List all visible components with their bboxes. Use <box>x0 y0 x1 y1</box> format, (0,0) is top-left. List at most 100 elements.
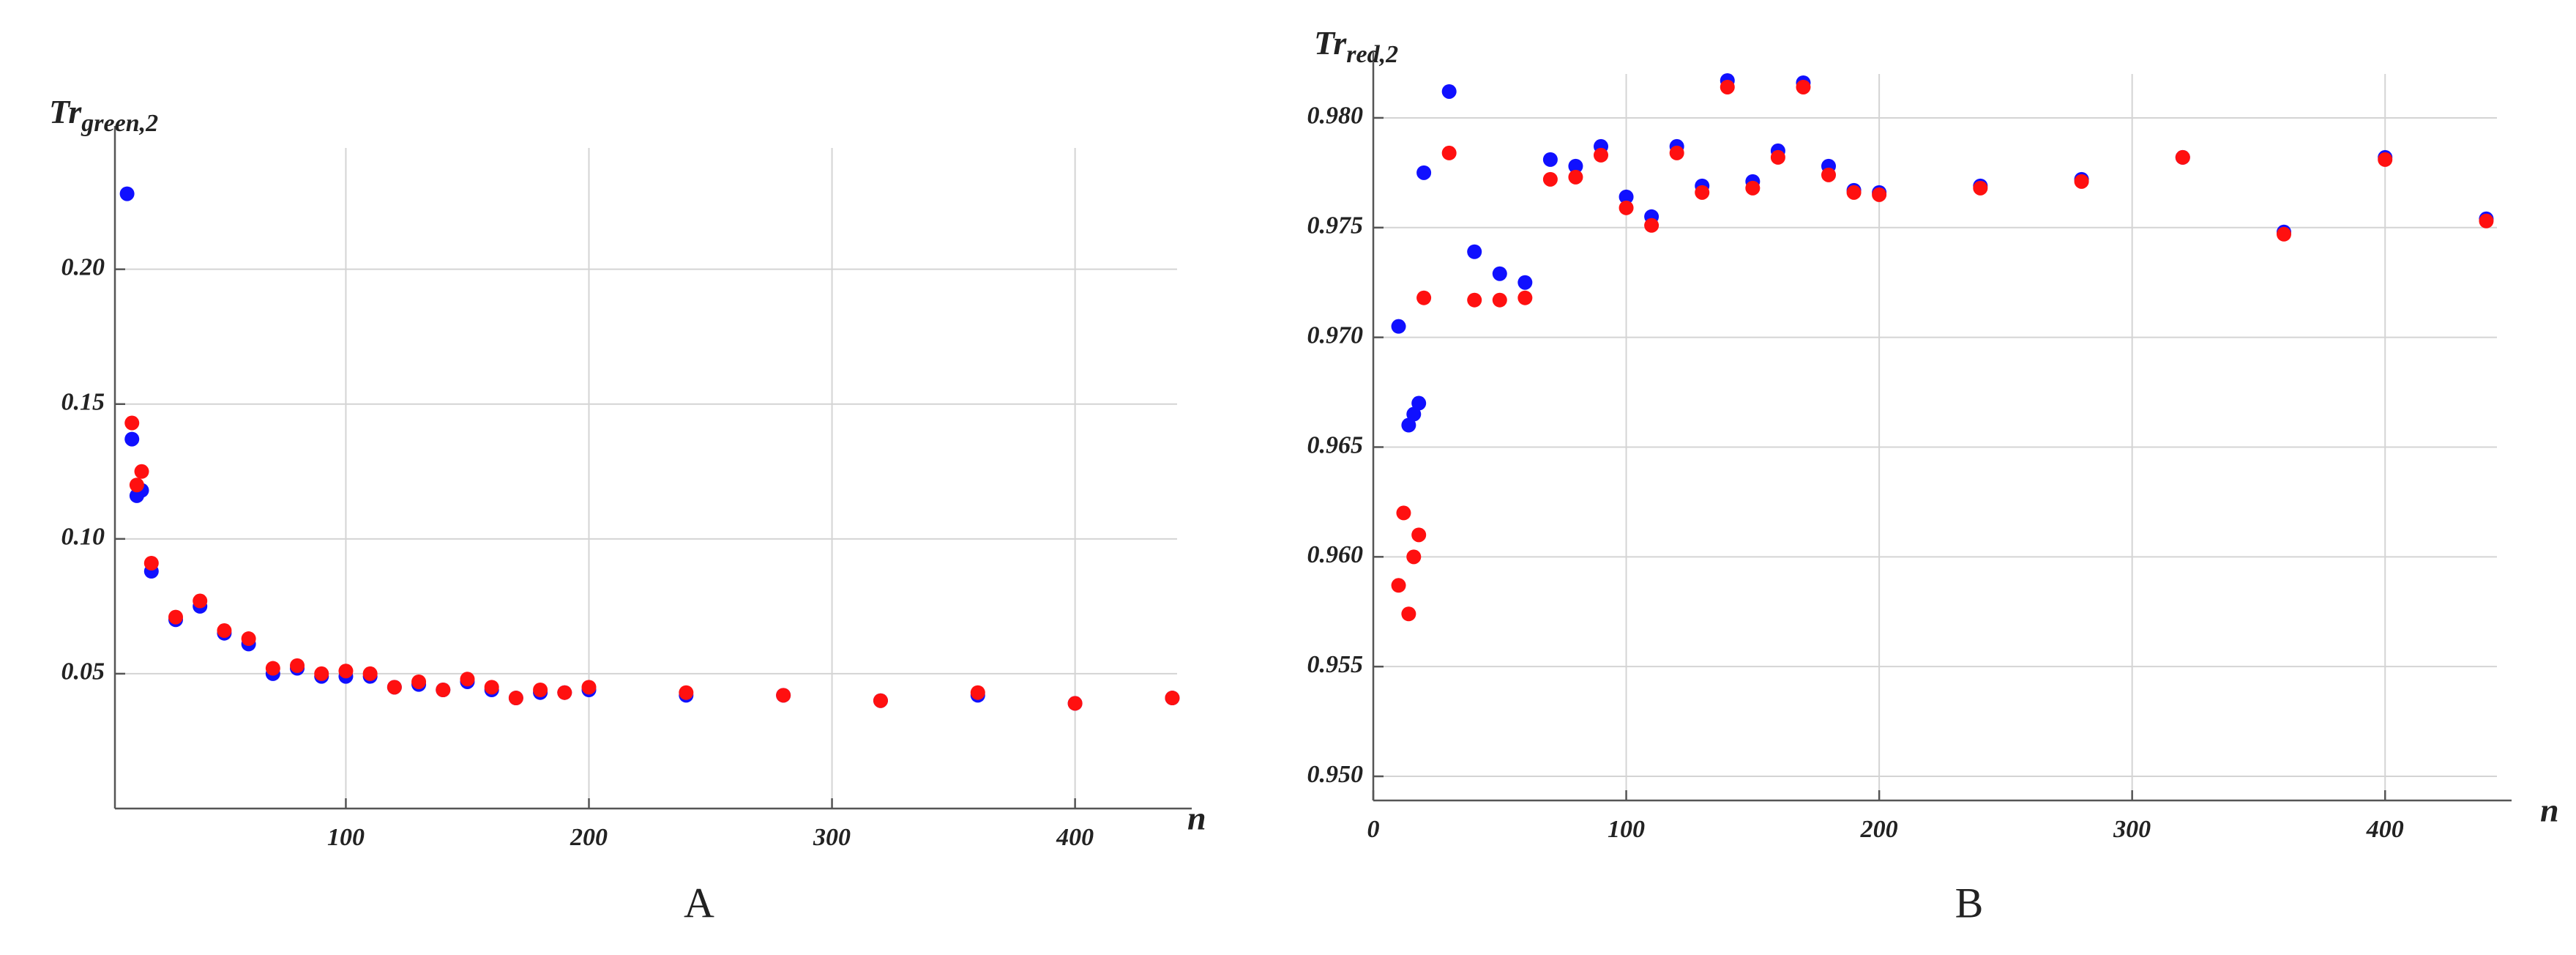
data-point <box>1695 185 1710 200</box>
data-point <box>1846 185 1862 200</box>
data-point <box>1492 292 1507 308</box>
data-point <box>970 685 985 700</box>
data-point <box>2479 213 2494 228</box>
data-point <box>2378 152 2393 167</box>
data-point <box>1619 200 1634 215</box>
data-point <box>1872 187 1887 202</box>
data-point <box>1165 691 1180 706</box>
data-point <box>290 658 305 673</box>
x-tick-label: 200 <box>570 824 608 851</box>
chart-panel: 0.950 0.955 0.960 0.965 0.970 0.975 0.980 0 100 2… <box>1307 24 2559 927</box>
data-point <box>1391 578 1406 593</box>
data-point <box>1401 417 1416 433</box>
data-point <box>1391 319 1406 334</box>
data-point <box>1745 180 1761 196</box>
x-tick-label: 200 <box>1860 816 1898 843</box>
data-point <box>1619 189 1634 204</box>
y-axis-label: Trgreen,2 <box>49 93 158 137</box>
data-point <box>1517 290 1533 305</box>
y-axis-label: Trred,2 <box>1314 24 1398 68</box>
data-point <box>1416 165 1432 180</box>
data-point <box>241 631 256 647</box>
data-point <box>143 555 159 571</box>
y-tick-label: 0.10 <box>61 524 105 551</box>
panel-label: B <box>1955 879 1984 926</box>
x-tick-label: 100 <box>1608 816 1645 843</box>
y-tick-label: 0.20 <box>61 253 105 280</box>
y-axis-label-main: Tr <box>1314 24 1347 62</box>
data-point <box>314 666 329 681</box>
data-point <box>338 664 354 679</box>
data-point <box>134 464 149 479</box>
chart-panel: 0.05 0.10 0.15 0.20 100 200 300 400 Trgreen,2 n A <box>49 93 1206 927</box>
data-point <box>581 680 597 695</box>
data-point <box>1406 406 1422 422</box>
y-tick-label: 0.05 <box>61 658 105 685</box>
data-point <box>1568 169 1583 185</box>
y-axis-label-main: Tr <box>49 93 82 130</box>
y-tick-label: 0.960 <box>1307 541 1364 568</box>
data-point <box>1568 158 1583 174</box>
x-tick-label: 300 <box>2113 816 2151 843</box>
data-point <box>1517 275 1533 290</box>
y-tick-label: 0.980 <box>1307 103 1364 130</box>
data-point <box>1396 505 1411 521</box>
x-tick-label: 0 <box>1367 816 1380 843</box>
data-point <box>460 672 475 687</box>
data-point <box>1669 145 1684 160</box>
data-point <box>436 683 451 698</box>
data-point <box>1441 83 1457 99</box>
panel-label: A <box>684 879 714 926</box>
y-tick-label: 0.950 <box>1307 761 1364 788</box>
data-point <box>1467 244 1482 259</box>
data-point <box>557 685 572 700</box>
data-point <box>2277 226 2291 242</box>
data-point <box>1973 180 1988 196</box>
data-point <box>411 674 427 689</box>
data-point <box>1796 79 1811 94</box>
y-axis-label-sub: green,2 <box>81 110 158 137</box>
data-point <box>1401 606 1416 622</box>
data-point <box>1542 152 1558 167</box>
x-tick-label: 400 <box>2366 816 2404 843</box>
y-tick-label: 0.15 <box>61 389 105 416</box>
x-tick-label: 300 <box>813 824 851 851</box>
data-point <box>1411 527 1427 543</box>
data-point <box>1542 171 1558 187</box>
data-point <box>1406 549 1422 565</box>
data-point <box>1441 145 1457 160</box>
data-point <box>776 688 791 703</box>
data-point <box>2074 174 2089 189</box>
data-point <box>124 415 140 431</box>
data-point <box>124 431 140 447</box>
y-tick-label: 0.970 <box>1307 322 1364 349</box>
data-point <box>265 661 280 676</box>
x-tick-label: 400 <box>1056 824 1094 851</box>
data-point <box>129 478 144 493</box>
data-point <box>1492 266 1507 281</box>
data-point <box>1720 79 1735 94</box>
x-axis-label: n <box>1187 800 1206 837</box>
data-point <box>1770 149 1785 165</box>
data-point <box>873 693 888 708</box>
data-point <box>387 680 402 695</box>
data-point <box>2175 149 2190 165</box>
data-point <box>193 593 208 609</box>
data-point <box>168 609 184 625</box>
data-point <box>217 623 232 639</box>
x-axis-label: n <box>2540 792 2559 829</box>
data-point <box>1594 147 1608 163</box>
y-axis-label-sub: red,2 <box>1346 41 1398 68</box>
data-point <box>1821 167 1836 182</box>
data-point <box>119 186 135 201</box>
data-point <box>679 685 694 700</box>
y-tick-label: 0.965 <box>1307 431 1364 458</box>
data-point <box>362 666 378 681</box>
data-point <box>533 683 548 698</box>
data-point <box>1467 292 1482 308</box>
data-point <box>484 680 499 695</box>
x-tick-label: 100 <box>327 824 365 851</box>
data-point <box>1416 290 1432 305</box>
y-tick-label: 0.975 <box>1307 212 1364 239</box>
